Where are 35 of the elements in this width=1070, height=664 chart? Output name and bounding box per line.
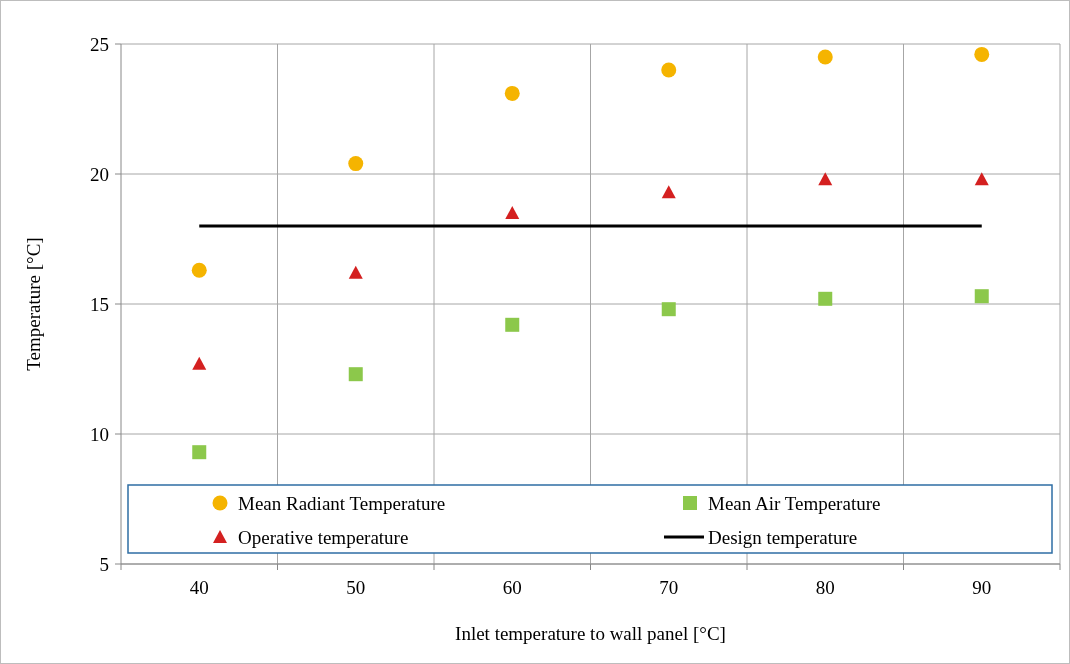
legend-label: Mean Air Temperature [708, 492, 881, 514]
point [191, 262, 207, 278]
legend-label: Design temperature [708, 526, 858, 548]
x-tick-label: 80 [815, 577, 835, 598]
point [661, 62, 677, 78]
x-tick-label: 70 [659, 577, 679, 598]
point [192, 356, 207, 370]
y-axis-title: Temperature [°C] [23, 237, 44, 371]
x-tick-label: 50 [346, 577, 366, 598]
point [505, 206, 520, 219]
point [974, 46, 990, 62]
point [661, 302, 676, 317]
y-tick-label: 5 [99, 553, 109, 575]
point [348, 156, 364, 172]
y-tick-label: 20 [90, 163, 109, 185]
legend-label: Operative temperature [238, 526, 409, 548]
point [192, 445, 207, 460]
point [818, 291, 833, 306]
point [348, 367, 363, 382]
x-tick-label: 60 [502, 577, 522, 598]
point [661, 185, 676, 199]
point [974, 172, 989, 186]
point [505, 317, 520, 332]
point [817, 49, 833, 65]
point [974, 289, 989, 304]
point [348, 265, 363, 279]
y-tick-label: 25 [90, 33, 109, 55]
point [818, 172, 833, 186]
y-tick-label: 10 [90, 423, 109, 445]
x-axis-title: Inlet temperature to wall panel [°C] [455, 623, 726, 644]
x-tick-label: 90 [972, 577, 992, 598]
y-tick-label: 15 [90, 293, 109, 315]
point [504, 85, 520, 101]
x-tick-label: 40 [189, 577, 209, 598]
legend-label: Mean Radiant Temperature [238, 492, 446, 514]
